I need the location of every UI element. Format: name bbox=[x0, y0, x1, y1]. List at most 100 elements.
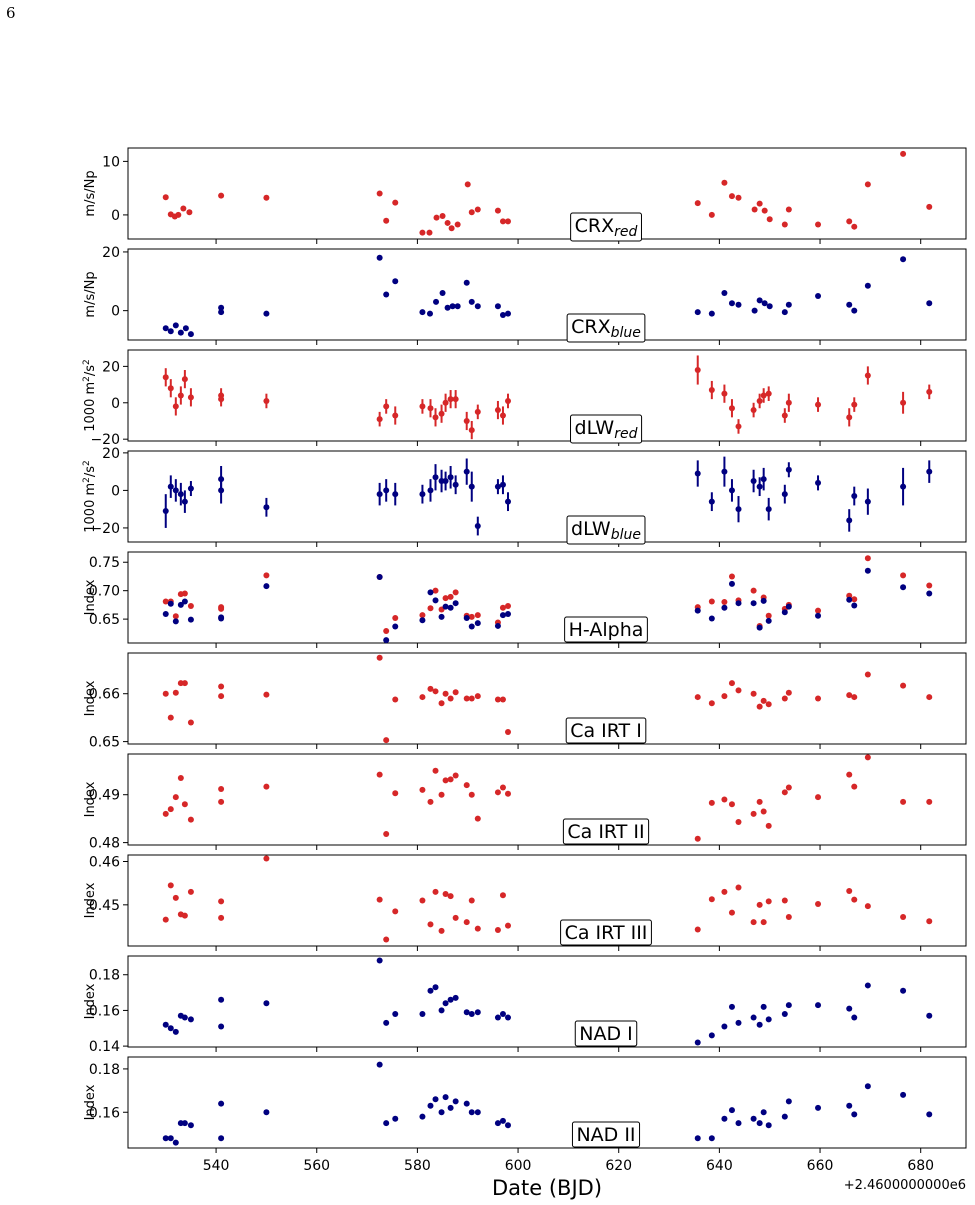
data-point bbox=[162, 194, 169, 201]
data-point bbox=[452, 689, 459, 696]
label-box bbox=[566, 313, 646, 343]
data-point bbox=[447, 604, 454, 611]
data-point bbox=[815, 292, 822, 299]
data-point bbox=[427, 405, 434, 412]
data-point bbox=[438, 700, 445, 707]
data-point bbox=[756, 624, 763, 631]
data-point bbox=[172, 794, 179, 801]
data-point bbox=[447, 893, 454, 900]
data-point bbox=[468, 427, 475, 434]
data-point bbox=[494, 622, 501, 629]
data-point bbox=[454, 221, 461, 228]
data-point bbox=[376, 416, 383, 423]
data-point bbox=[162, 325, 169, 332]
data-point bbox=[728, 1003, 735, 1010]
data-point bbox=[785, 301, 792, 308]
data-point bbox=[218, 487, 225, 494]
data-point bbox=[218, 898, 225, 905]
data-point bbox=[463, 1100, 470, 1107]
panel-label-text: NAD I bbox=[579, 1023, 632, 1045]
data-point bbox=[392, 614, 399, 621]
data-point bbox=[900, 572, 907, 579]
data-point bbox=[760, 392, 767, 399]
data-point bbox=[447, 1104, 454, 1111]
y-axis-label: 1000 m2/s2 bbox=[82, 359, 98, 432]
data-point bbox=[263, 1109, 270, 1116]
data-point bbox=[499, 604, 506, 611]
y-axis-label: Index bbox=[83, 781, 98, 817]
plot-frame bbox=[127, 248, 967, 341]
x-tick-label: 560 bbox=[303, 1158, 330, 1174]
data-point bbox=[864, 498, 871, 505]
data-point bbox=[728, 405, 735, 412]
data-point bbox=[750, 1115, 757, 1122]
data-point bbox=[766, 303, 773, 310]
y-tick-label: −20 bbox=[90, 432, 120, 448]
data-point bbox=[751, 307, 758, 314]
data-point bbox=[263, 397, 270, 404]
data-point bbox=[756, 1021, 763, 1028]
data-point bbox=[432, 587, 439, 594]
data-point bbox=[442, 595, 449, 602]
data-point bbox=[926, 918, 933, 925]
data-point bbox=[781, 1010, 788, 1017]
data-point bbox=[926, 582, 933, 589]
data-point bbox=[504, 610, 511, 617]
data-point bbox=[499, 312, 506, 319]
data-point bbox=[900, 256, 907, 263]
data-point bbox=[376, 1061, 383, 1068]
data-point bbox=[785, 689, 792, 696]
data-point bbox=[750, 478, 757, 485]
data-point bbox=[442, 603, 449, 610]
y-tick-label: 0.48 bbox=[89, 836, 120, 852]
data-point bbox=[427, 487, 434, 494]
data-point bbox=[785, 466, 792, 473]
data-point bbox=[864, 555, 871, 562]
data-point bbox=[926, 468, 933, 475]
data-point bbox=[504, 1014, 511, 1021]
data-point bbox=[392, 412, 399, 419]
data-point bbox=[781, 221, 788, 228]
data-point bbox=[452, 481, 459, 488]
data-point bbox=[708, 1135, 715, 1142]
y-tick-label: 0.46 bbox=[89, 855, 120, 871]
data-point bbox=[926, 388, 933, 395]
data-point bbox=[447, 396, 454, 403]
data-point bbox=[263, 583, 270, 590]
data-point bbox=[765, 1122, 772, 1129]
y-tick-label: −20 bbox=[90, 521, 120, 537]
data-point bbox=[851, 896, 858, 903]
data-point bbox=[392, 790, 399, 797]
y-tick-label: 0 bbox=[111, 396, 120, 412]
y-tick-label: 0.18 bbox=[89, 968, 120, 984]
data-point bbox=[728, 487, 735, 494]
data-point bbox=[494, 789, 501, 796]
data-point bbox=[468, 1010, 475, 1017]
data-point bbox=[218, 309, 225, 316]
data-point bbox=[756, 397, 763, 404]
data-point bbox=[765, 390, 772, 397]
data-point bbox=[438, 1007, 445, 1014]
data-point bbox=[419, 491, 426, 498]
data-point bbox=[494, 926, 501, 933]
data-point bbox=[781, 412, 788, 419]
data-point bbox=[419, 1010, 426, 1017]
data-point bbox=[454, 303, 461, 310]
y-axis-label: Index bbox=[83, 579, 98, 615]
y-tick-label: 0.70 bbox=[89, 584, 120, 600]
data-point bbox=[474, 1109, 481, 1116]
data-point bbox=[383, 830, 390, 837]
plot-frame bbox=[127, 450, 967, 543]
data-point bbox=[439, 290, 446, 297]
data-point bbox=[187, 719, 194, 726]
data-point bbox=[846, 414, 853, 421]
data-point bbox=[504, 790, 511, 797]
data-point bbox=[926, 1111, 933, 1118]
data-point bbox=[167, 1025, 174, 1032]
data-point bbox=[694, 1039, 701, 1046]
y-tick-label: 10 bbox=[102, 154, 120, 170]
panels: 010m/s/NpCRXred020m/s/NpCRXblue−20020100… bbox=[82, 147, 967, 1153]
data-point bbox=[432, 888, 439, 895]
data-point bbox=[751, 206, 758, 213]
